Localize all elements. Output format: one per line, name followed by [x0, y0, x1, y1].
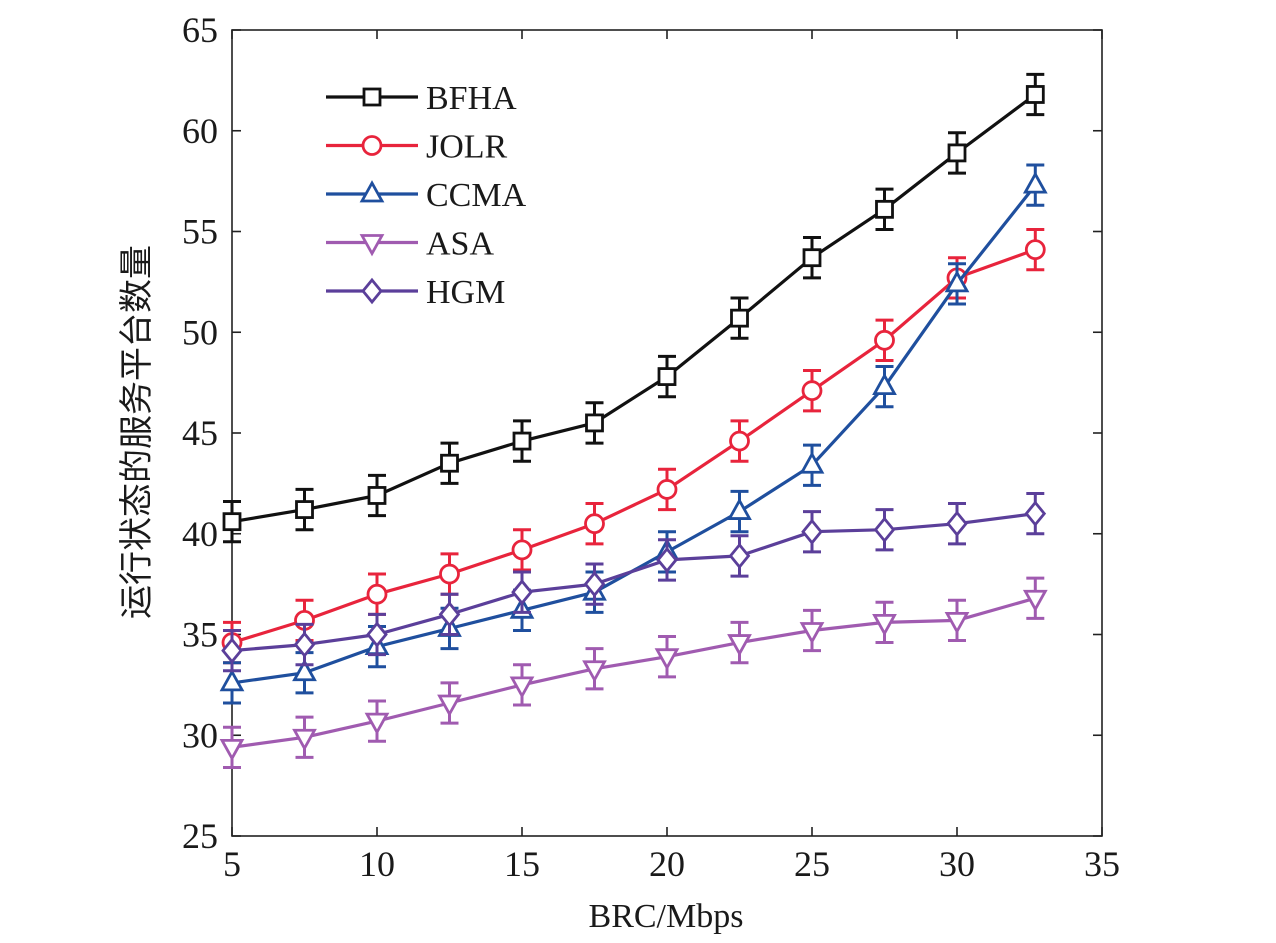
series-line-asa: [231, 596, 1036, 749]
data-point: [364, 712, 390, 736]
x-axis-label: BRC/Mbps: [589, 898, 744, 935]
data-point: [799, 622, 825, 645]
data-point: [366, 583, 388, 605]
data-point: [367, 486, 387, 505]
legend-label: HGM: [426, 274, 505, 311]
data-point: [875, 199, 894, 219]
data-point: [1025, 85, 1045, 104]
series-jolr: [221, 227, 1046, 665]
data-point: [654, 648, 680, 671]
data-point: [799, 451, 825, 474]
series-hgm: [221, 491, 1047, 673]
legend-marker: [359, 234, 385, 257]
y-tick-label: 35: [182, 615, 218, 655]
x-tick-label: 25: [794, 844, 830, 884]
x-tick-label: 10: [359, 844, 395, 884]
data-point: [584, 513, 605, 535]
series-line-ccma: [231, 184, 1037, 685]
data-point: [656, 479, 678, 500]
data-point: [657, 367, 677, 386]
data-point: [730, 308, 749, 328]
data-point: [947, 143, 967, 163]
legend-item-hgm: HGM: [326, 274, 505, 311]
data-point: [582, 660, 607, 683]
data-point: [872, 372, 897, 396]
y-tick-label: 40: [182, 514, 218, 554]
data-point: [944, 270, 970, 293]
legend-label: JOLR: [426, 129, 508, 166]
y-tick-label: 55: [182, 212, 218, 252]
data-point: [222, 512, 242, 532]
series-bfha: [222, 72, 1045, 544]
data-point: [295, 500, 314, 519]
series-line-jolr: [231, 248, 1036, 645]
data-point: [292, 658, 317, 682]
y-tick-label: 65: [182, 10, 218, 50]
legend-item-jolr: JOLR: [326, 129, 508, 166]
legend-marker: [359, 180, 385, 203]
data-point: [1022, 589, 1048, 613]
data-point: [656, 546, 678, 574]
legend: BFHA JOLR CCMA ASA HGM: [326, 80, 527, 311]
data-point: [1024, 500, 1047, 527]
y-tick-label: 60: [182, 111, 218, 151]
data-point: [801, 380, 823, 402]
legend-marker: [361, 135, 383, 156]
data-point: [1024, 239, 1046, 261]
legend-label: CCMA: [426, 177, 527, 214]
data-point: [366, 621, 388, 648]
data-point: [440, 453, 459, 473]
legend-item-asa: ASA: [326, 226, 494, 263]
data-point: [729, 430, 750, 452]
data-point: [221, 637, 243, 664]
data-point: [583, 570, 606, 598]
data-point: [219, 668, 245, 692]
x-tick-label: 20: [649, 844, 685, 884]
data-point: [873, 516, 896, 543]
data-point: [946, 510, 968, 537]
data-point: [728, 542, 751, 570]
y-tick-label: 30: [182, 715, 218, 755]
data-point: [727, 497, 752, 520]
y-tick-label: 50: [182, 312, 218, 352]
y-axis-label: 运行状态的服务平台数量: [117, 245, 157, 619]
data-point: [872, 614, 897, 637]
y-tick-label: 25: [182, 816, 218, 856]
legend-marker: [362, 87, 382, 107]
plot-series: [219, 72, 1048, 769]
data-point: [1022, 171, 1048, 194]
x-tick-label: 15: [504, 844, 540, 884]
data-point: [874, 329, 895, 351]
data-point: [511, 539, 533, 561]
data-point: [293, 631, 316, 658]
series-line-hgm: [231, 512, 1036, 653]
data-point: [511, 578, 533, 606]
data-point: [585, 413, 604, 433]
legend-item-bfha: BFHA: [326, 80, 517, 117]
data-point: [944, 611, 970, 635]
data-point: [801, 518, 823, 545]
plot-axes: 5 10 15 20 25 30 35 25 30 35 40 45 50 55 60 65: [182, 10, 1120, 884]
data-point: [437, 694, 462, 717]
y-tick-label: 45: [182, 413, 218, 453]
x-tick-label: 30: [939, 844, 975, 884]
data-point: [219, 738, 245, 762]
x-tick-label: 35: [1084, 844, 1120, 884]
data-point: [802, 248, 822, 268]
series-asa: [219, 576, 1048, 769]
data-point: [438, 601, 461, 628]
legend-label: BFHA: [426, 80, 517, 117]
series-line-bfha: [231, 93, 1037, 524]
legend-label: ASA: [426, 226, 494, 263]
data-point: [727, 634, 752, 657]
data-point: [439, 563, 460, 585]
x-tick-label: 5: [223, 844, 241, 884]
legend-marker: [361, 277, 383, 305]
plot-frame: [231, 29, 1103, 837]
data-point: [292, 728, 317, 752]
data-point: [512, 431, 532, 451]
data-point: [509, 676, 535, 699]
legend-item-ccma: CCMA: [326, 177, 527, 214]
